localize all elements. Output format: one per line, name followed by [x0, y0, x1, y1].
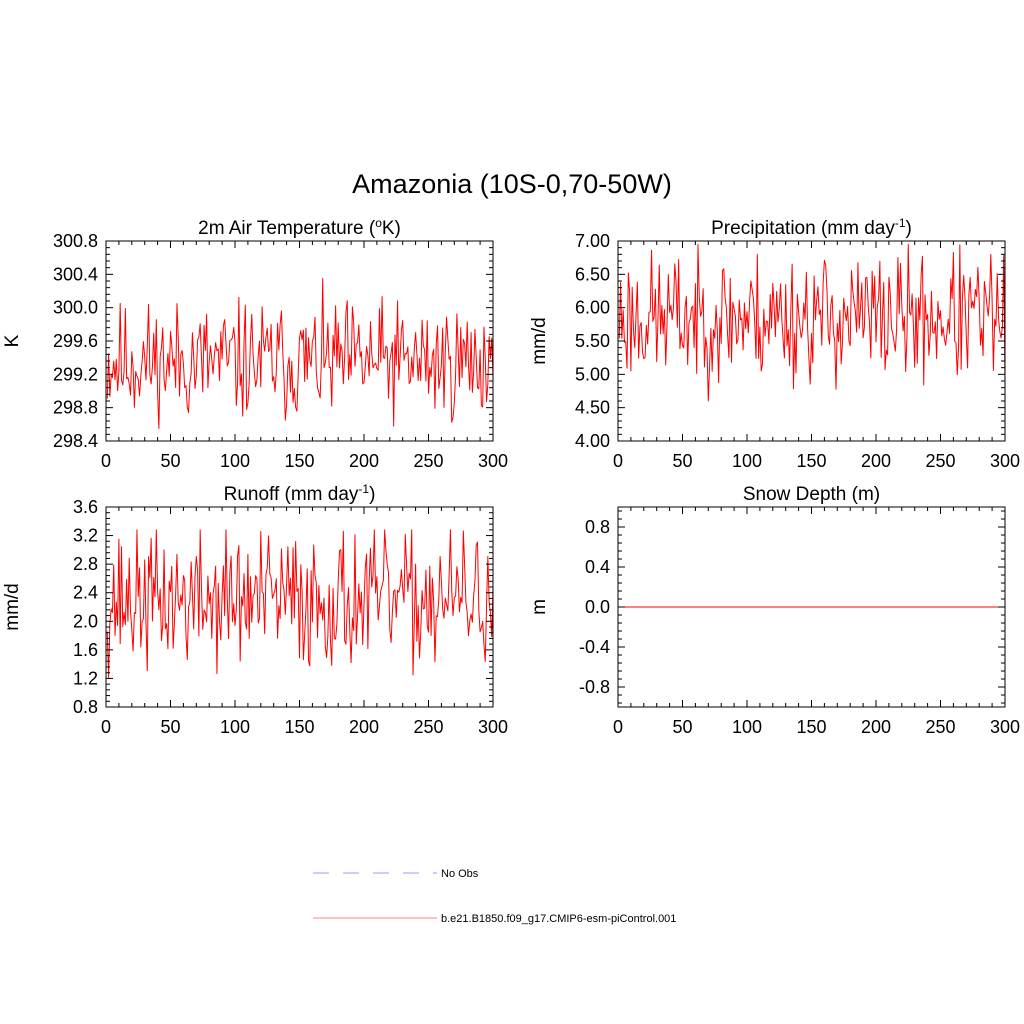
y-tick-label-runoff: 1.6 [73, 640, 98, 660]
x-tick-label-snow-depth: 50 [672, 717, 692, 737]
x-tick-label-snow-depth: 0 [613, 717, 623, 737]
panel-title-temperature: 2m Air Temperature (oK) [198, 216, 401, 239]
x-tick-label-snow-depth: 200 [861, 717, 891, 737]
x-tick-label-temperature: 100 [220, 451, 250, 471]
y-tick-label-precipitation: 6.00 [575, 298, 610, 318]
series-line-temperature [106, 278, 494, 429]
y-axis-label-snow-depth: m [529, 599, 550, 615]
y-tick-label-temperature: 298.4 [53, 431, 98, 451]
y-tick-label-runoff: 3.6 [73, 497, 98, 517]
series-line-runoff [106, 529, 494, 678]
y-axis-label-temperature: K [2, 334, 23, 347]
x-tick-label-snow-depth: 150 [796, 717, 826, 737]
x-tick-label-runoff: 300 [478, 717, 508, 737]
panel-precipitation: Precipitation (mm day-1) mm/d 0 50 100 150 200… [529, 216, 1020, 471]
x-tick-label-runoff: 250 [413, 717, 443, 737]
y-tick-label-temperature: 300.0 [53, 298, 98, 318]
x-tick-label-runoff: 200 [349, 717, 379, 737]
y-tick-label-precipitation: 7.00 [575, 231, 610, 251]
x-tick-label-snow-depth: 300 [990, 717, 1020, 737]
y-axis-label-runoff: mm/d [2, 583, 23, 631]
x-tick-label-precipitation: 0 [613, 451, 623, 471]
y-tick-label-precipitation: 4.50 [575, 398, 610, 418]
y-tick-label-temperature: 298.8 [53, 398, 98, 418]
x-tick-label-temperature: 50 [160, 451, 180, 471]
y-tick-label-snow-depth: -0.4 [579, 637, 610, 657]
x-tick-label-runoff: 100 [220, 717, 250, 737]
y-tick-label-temperature: 299.2 [53, 364, 98, 384]
legend-label-no-obs: No Obs [441, 868, 479, 880]
x-tick-label-temperature: 0 [101, 451, 111, 471]
y-tick-label-precipitation: 5.50 [575, 331, 610, 351]
panel-temperature: 2m Air Temperature (oK) K 0 50 100 150 200 250 3… [2, 216, 508, 471]
x-tick-label-snow-depth: 100 [732, 717, 762, 737]
y-tick-label-runoff: 0.8 [73, 697, 98, 717]
x-tick-label-runoff: 150 [284, 717, 314, 737]
x-tick-label-precipitation: 300 [990, 451, 1020, 471]
y-tick-label-precipitation: 5.00 [575, 364, 610, 384]
x-tick-label-precipitation: 150 [796, 451, 826, 471]
x-tick-label-precipitation: 250 [925, 451, 955, 471]
y-tick-label-runoff: 2.0 [73, 611, 98, 631]
x-tick-label-temperature: 200 [349, 451, 379, 471]
panel-snow-depth: Snow Depth (m) m 0 50 100 150 200 250 300 -0.8 -0.… [529, 484, 1020, 737]
panel-title-runoff: Runoff (mm day-1) [224, 482, 376, 505]
series-line-precipitation [618, 243, 1006, 402]
figure-title: Amazonia (10S-0,70-50W) [352, 169, 672, 199]
y-tick-label-snow-depth: 0.0 [585, 597, 610, 617]
y-tick-label-runoff: 2.4 [73, 583, 98, 603]
y-tick-label-precipitation: 6.50 [575, 264, 610, 284]
panel-runoff: Runoff (mm day-1) mm/d 0 50 100 150 200 250 300 0… [2, 482, 508, 737]
y-tick-label-snow-depth: 0.8 [585, 517, 610, 537]
x-tick-label-precipitation: 50 [672, 451, 692, 471]
panels: 2m Air Temperature (oK) K 0 50 100 150 200 250 3… [2, 216, 1020, 737]
y-tick-label-temperature: 300.8 [53, 231, 98, 251]
panel-title-precipitation: Precipitation (mm day-1) [711, 216, 912, 239]
plot-frame-runoff [105, 506, 494, 708]
x-tick-label-runoff: 0 [101, 717, 111, 737]
y-tick-label-precipitation: 4.00 [575, 431, 610, 451]
x-tick-label-precipitation: 200 [861, 451, 891, 471]
x-tick-label-temperature: 300 [478, 451, 508, 471]
y-tick-label-snow-depth: 0.4 [585, 557, 610, 577]
x-tick-label-temperature: 250 [413, 451, 443, 471]
legend: No Obs b.e21.B1850.f09_g17.CMIP6-esm-piC… [313, 868, 676, 925]
panel-title-snow-depth: Snow Depth (m) [743, 484, 880, 505]
legend-label-model: b.e21.B1850.f09_g17.CMIP6-esm-piControl.… [441, 913, 676, 925]
y-tick-label-temperature: 300.4 [53, 264, 98, 284]
y-tick-label-snow-depth: -0.8 [579, 677, 610, 697]
x-tick-label-snow-depth: 250 [925, 717, 955, 737]
y-tick-label-runoff: 3.2 [73, 526, 98, 546]
y-tick-label-runoff: 1.2 [73, 668, 98, 688]
y-axis-label-precipitation: mm/d [529, 317, 550, 365]
y-tick-label-runoff: 2.8 [73, 554, 98, 574]
x-tick-label-runoff: 50 [160, 717, 180, 737]
y-tick-label-temperature: 299.6 [53, 331, 98, 351]
x-tick-label-precipitation: 100 [732, 451, 762, 471]
x-tick-label-temperature: 150 [284, 451, 314, 471]
